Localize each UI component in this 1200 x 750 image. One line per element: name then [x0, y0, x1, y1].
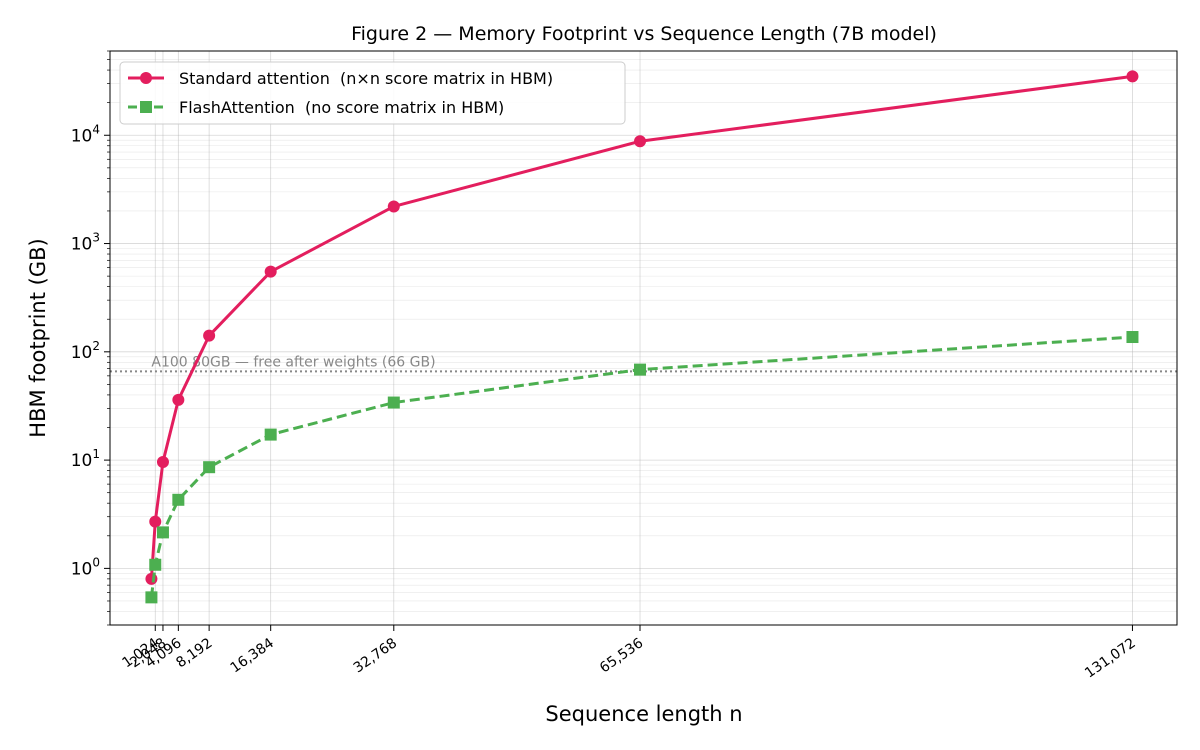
y-tick-label: 101: [71, 447, 100, 471]
data-point-flash: [634, 363, 647, 376]
legend-box: [119, 61, 626, 125]
legend: Standard attention (n×n score matrix in …: [119, 61, 626, 125]
data-point-flash: [145, 591, 158, 604]
x-axis-label: Sequence length n: [545, 702, 742, 726]
series-layer: [145, 70, 1139, 604]
legend-marker-flash: [140, 101, 152, 113]
data-point-standard: [203, 329, 216, 342]
data-point-standard: [156, 456, 169, 469]
data-point-flash: [387, 396, 400, 409]
data-point-standard: [172, 393, 185, 406]
data-point-standard: [264, 265, 277, 278]
y-tick-label: 100: [71, 555, 100, 579]
y-axis-label: HBM footprint (GB): [26, 238, 50, 437]
legend-label-flash: FlashAttention (no score matrix in HBM): [179, 98, 504, 117]
data-point-flash: [264, 428, 277, 441]
chart-title: Figure 2 — Memory Footprint vs Sequence …: [351, 23, 937, 45]
y-tick-label: 104: [71, 122, 100, 146]
reference-line-layer: A100 80GB — free after weights (66 GB): [110, 354, 1177, 373]
legend-marker-standard: [140, 72, 152, 84]
data-point-standard: [145, 572, 158, 585]
y-tick-label: 103: [71, 231, 100, 255]
data-point-standard: [634, 135, 647, 148]
y-tick-label: 102: [71, 339, 100, 363]
data-point-flash: [172, 493, 185, 506]
plot-frame: [109, 50, 1178, 626]
reference-line-label: A100 80GB — free after weights (66 GB): [151, 354, 435, 370]
data-point-flash: [156, 526, 169, 539]
data-point-standard: [387, 200, 400, 213]
data-point-flash: [149, 558, 162, 571]
data-point-flash: [203, 461, 216, 474]
data-point-standard: [1126, 70, 1139, 83]
legend-label-standard: Standard attention (n×n score matrix in …: [179, 69, 553, 88]
data-point-standard: [149, 515, 162, 528]
data-point-flash: [1126, 331, 1139, 344]
